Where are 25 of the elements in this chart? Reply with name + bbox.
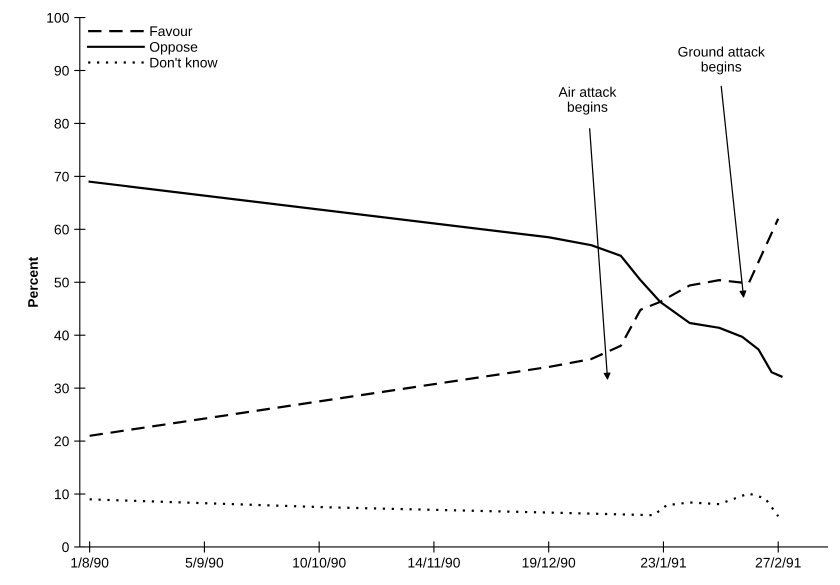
y-tick-label: 20 xyxy=(54,436,69,446)
x-tick-label: 5/9/90 xyxy=(186,557,224,568)
line-series xyxy=(88,492,780,518)
legend-label: Favour xyxy=(150,26,192,36)
annotation: Air attack begins xyxy=(558,86,616,115)
y-tick-label: 100 xyxy=(47,12,69,23)
y-tick-label: 10 xyxy=(54,489,69,500)
legend-label: Oppose xyxy=(150,42,198,55)
y-tick-label: 30 xyxy=(54,383,69,394)
legend-label: Don't know xyxy=(150,57,218,68)
y-tick-label: 80 xyxy=(54,118,69,129)
y-tick-label: 50 xyxy=(54,278,69,288)
y-tick-label: 60 xyxy=(54,224,69,234)
x-tick-label: 19/12/90 xyxy=(522,557,576,568)
x-tick-label: 23/1/91 xyxy=(640,557,686,568)
y-axis-title: Percent xyxy=(28,256,38,307)
x-tick-label: 10/10/90 xyxy=(293,557,346,568)
y-tick-label: 0 xyxy=(62,542,69,552)
y-tick-label: 90 xyxy=(54,66,69,76)
x-tick-label: 1/8/90 xyxy=(71,557,108,568)
annotation: Ground attack begins xyxy=(678,46,765,74)
y-tick-label: 40 xyxy=(54,330,69,340)
y-tick-label: 70 xyxy=(54,172,69,182)
x-tick-label: 14/11/90 xyxy=(408,557,460,568)
x-tick-label: 27/2/91 xyxy=(756,557,801,568)
